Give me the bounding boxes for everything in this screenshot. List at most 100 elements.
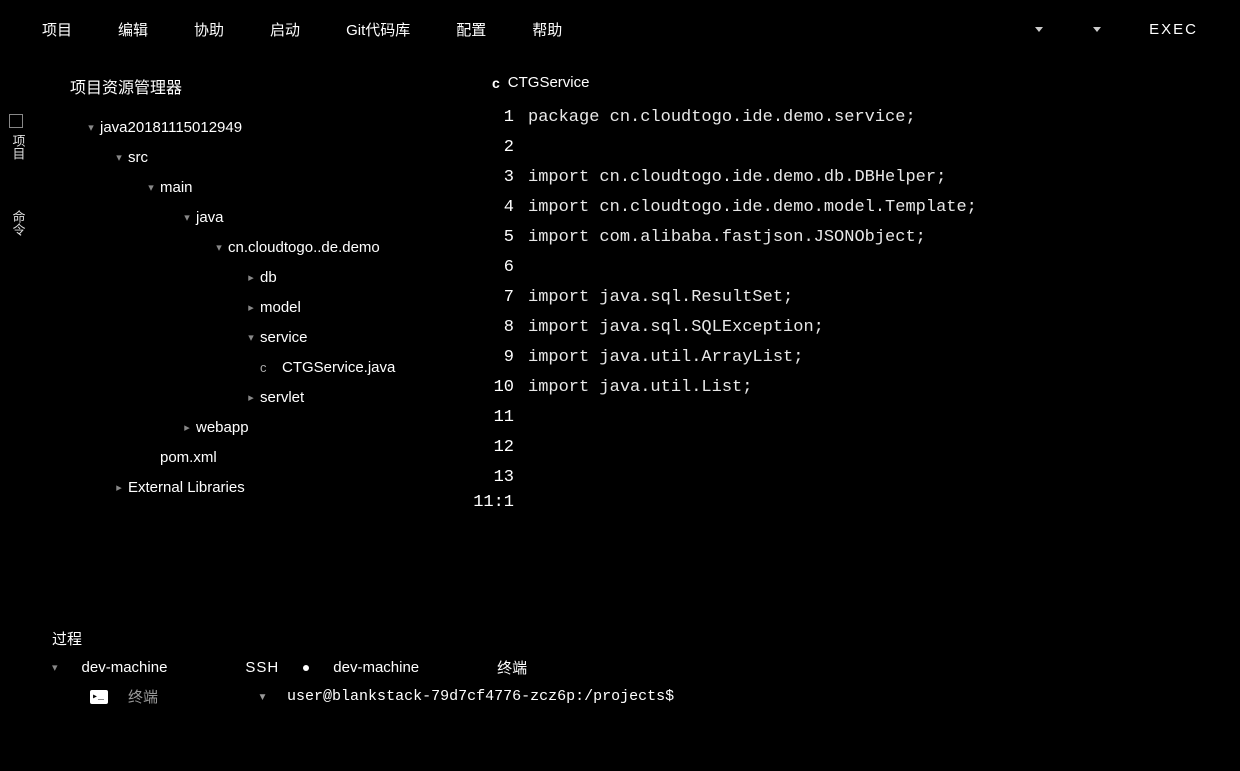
code-line[interactable]: [528, 403, 1236, 433]
tree-item-label: pom.xml: [160, 449, 217, 466]
tree-item[interactable]: ▸servlet: [42, 382, 462, 412]
tree-item-label: cn.cloudtogo..de.demo: [228, 239, 380, 256]
chevron-icon[interactable]: ▾: [110, 151, 128, 164]
code-line[interactable]: import cn.cloudtogo.ide.demo.db.DBHelper…: [528, 163, 1236, 193]
tree-item-label: model: [260, 299, 301, 316]
tree-item[interactable]: ▾service: [42, 322, 462, 352]
tree-item[interactable]: ▸webapp: [42, 412, 462, 442]
file-icon: c: [260, 360, 282, 375]
line-number: 5: [472, 223, 514, 253]
tree-item[interactable]: pom.xml: [42, 442, 462, 472]
chevron-icon[interactable]: ▾: [242, 331, 260, 344]
class-icon: c: [492, 75, 500, 91]
menu-config[interactable]: 配置: [438, 14, 504, 45]
chevron-icon[interactable]: ▾: [142, 181, 160, 194]
line-number: 10: [472, 373, 514, 403]
dropdown-2-icon[interactable]: [1093, 27, 1101, 32]
code-content[interactable]: package cn.cloudtogo.ide.demo.service; im…: [528, 103, 1236, 493]
editor-tab[interactable]: c CTGService: [472, 74, 1236, 103]
line-gutter: 12345678910111213: [472, 103, 528, 493]
line-number: 1: [472, 103, 514, 133]
terminal-prompt[interactable]: user@blankstack-79d7cf4776-zcz6p:/projec…: [287, 688, 674, 705]
code-area[interactable]: 12345678910111213 package cn.cloudtogo.i…: [472, 103, 1236, 493]
menu-git[interactable]: Git代码库: [328, 14, 428, 45]
editor: c CTGService 12345678910111213 package c…: [472, 54, 1236, 624]
machine-row: ▾ dev-machine SSH dev-machine 终端: [34, 655, 1206, 682]
code-line[interactable]: [528, 463, 1236, 493]
status-dot-icon: [303, 665, 309, 671]
tree-item[interactable]: cCTGService.java: [42, 352, 462, 382]
tree-item-label: webapp: [196, 419, 249, 436]
tree-item-label: java20181115012949: [100, 119, 242, 136]
main-area: 项目 命令 项目资源管理器 ▾java20181115012949▾src▾ma…: [4, 54, 1236, 624]
editor-tab-label: CTGService: [508, 74, 590, 91]
explorer-title: 项目资源管理器: [42, 74, 462, 112]
line-number: 4: [472, 193, 514, 223]
line-number: 11: [472, 403, 514, 433]
tree-item-label: External Libraries: [128, 479, 245, 496]
file-tree: ▾java20181115012949▾src▾main▾java▾cn.clo…: [42, 112, 462, 502]
dropdown-1-icon[interactable]: [1035, 27, 1043, 32]
code-line[interactable]: package cn.cloudtogo.ide.demo.service;: [528, 103, 1236, 133]
tree-item[interactable]: ▾src: [42, 142, 462, 172]
terminal-label[interactable]: 终端: [497, 657, 527, 678]
chevron-icon[interactable]: ▸: [242, 391, 260, 404]
tree-item-label: service: [260, 329, 308, 346]
side-tab-project[interactable]: 项目: [9, 114, 28, 160]
code-line[interactable]: [528, 133, 1236, 163]
cursor-position: 11:1: [472, 493, 528, 512]
tree-item[interactable]: ▸db: [42, 262, 462, 292]
code-line[interactable]: import java.sql.ResultSet;: [528, 283, 1236, 313]
tree-item[interactable]: ▾cn.cloudtogo..de.demo: [42, 232, 462, 262]
side-tabs: 项目 命令: [4, 54, 32, 624]
tree-item[interactable]: ▾java20181115012949: [42, 112, 462, 142]
chevron-icon[interactable]: ▾: [178, 211, 196, 224]
menubar: 项目 编辑 协助 启动 Git代码库 配置 帮助 EXEC: [4, 4, 1236, 54]
menu-help[interactable]: 帮助: [514, 14, 580, 45]
tree-item[interactable]: ▸model: [42, 292, 462, 322]
chevron-down-icon[interactable]: ▾: [52, 661, 58, 674]
tree-item[interactable]: ▸External Libraries: [42, 472, 462, 502]
tree-item-label: CTGService.java: [282, 359, 395, 376]
process-label: 过程: [34, 624, 1206, 655]
tree-item[interactable]: ▾java: [42, 202, 462, 232]
chevron-icon[interactable]: ▸: [110, 481, 128, 494]
exec-button[interactable]: EXEC: [1131, 16, 1216, 43]
terminal-row[interactable]: ▸_ 终端 ▾ user@blankstack-79d7cf4776-zcz6p…: [34, 682, 1206, 707]
line-number: 13: [472, 463, 514, 493]
tree-item-label: servlet: [260, 389, 304, 406]
terminal-icon: ▸_: [90, 690, 108, 704]
menu-project[interactable]: 项目: [24, 14, 90, 45]
code-line[interactable]: import cn.cloudtogo.ide.demo.model.Templ…: [528, 193, 1236, 223]
line-number: 7: [472, 283, 514, 313]
side-tab-project-icon: [9, 114, 23, 128]
tree-item-label: db: [260, 269, 277, 286]
code-line[interactable]: [528, 433, 1236, 463]
bottom-panel: 过程 ▾ dev-machine SSH dev-machine 终端 ▸_ 终…: [4, 624, 1236, 707]
line-number: 2: [472, 133, 514, 163]
menu-edit[interactable]: 编辑: [100, 14, 166, 45]
code-line[interactable]: import java.util.ArrayList;: [528, 343, 1236, 373]
code-line[interactable]: import java.sql.SQLException;: [528, 313, 1236, 343]
project-explorer: 项目资源管理器 ▾java20181115012949▾src▾main▾jav…: [32, 54, 472, 624]
menu-assist[interactable]: 协助: [176, 14, 242, 45]
chevron-icon[interactable]: ▸: [242, 301, 260, 314]
chevron-icon[interactable]: ▸: [242, 271, 260, 284]
tree-item[interactable]: ▾main: [42, 172, 462, 202]
code-line[interactable]: import com.alibaba.fastjson.JSONObject;: [528, 223, 1236, 253]
chevron-icon[interactable]: ▸: [178, 421, 196, 434]
menu-run[interactable]: 启动: [252, 14, 318, 45]
code-line[interactable]: [528, 253, 1236, 283]
side-tab-commands[interactable]: 命令: [9, 210, 28, 236]
ssh-label[interactable]: SSH: [245, 659, 279, 676]
line-number: 8: [472, 313, 514, 343]
tree-item-label: java: [196, 209, 224, 226]
machine-name-2: dev-machine: [333, 659, 419, 676]
line-number: 9: [472, 343, 514, 373]
chevron-icon[interactable]: ▾: [210, 241, 228, 254]
terminal-tab-label[interactable]: 终端: [128, 686, 158, 707]
chevron-icon[interactable]: ▾: [82, 121, 100, 134]
code-line[interactable]: import java.util.List;: [528, 373, 1236, 403]
machine-name[interactable]: dev-machine: [82, 659, 168, 676]
tree-item-label: main: [160, 179, 193, 196]
